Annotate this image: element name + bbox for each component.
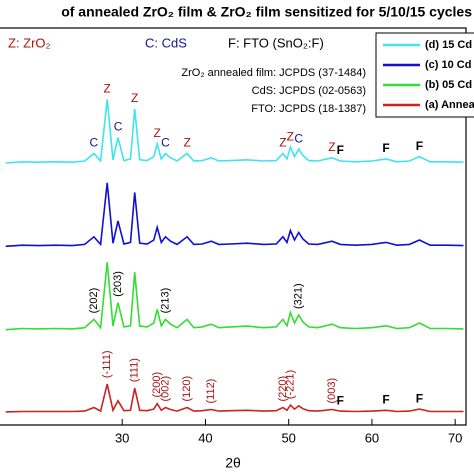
annotation: F: FTO (SnO₂:F) bbox=[228, 35, 324, 50]
annotation: Z: ZrO₂ bbox=[8, 35, 51, 50]
peak-label: F bbox=[337, 143, 344, 157]
peak-label: (321) bbox=[293, 283, 305, 309]
x-tick-label: 30 bbox=[115, 430, 129, 445]
x-tick-label: 50 bbox=[281, 430, 295, 445]
peak-label: Z bbox=[279, 136, 286, 150]
series-line bbox=[5, 182, 464, 248]
x-tick-label: 60 bbox=[365, 430, 379, 445]
legend-label: (a) Annea bbox=[425, 99, 474, 111]
annotation: C: CdS bbox=[145, 35, 187, 50]
peak-label: (-111) bbox=[101, 350, 113, 378]
peak-label: Z bbox=[153, 126, 160, 140]
peak-label: C bbox=[90, 136, 99, 150]
peak-label: (200) bbox=[151, 372, 163, 398]
legend-label: (d) 15 Cd bbox=[425, 39, 472, 51]
legend-label: (b) 05 Cd bbox=[425, 79, 472, 91]
peak-label: (-221) bbox=[284, 370, 296, 399]
x-tick-label: 40 bbox=[198, 430, 212, 445]
peak-label: C bbox=[161, 136, 170, 150]
chart-title: of annealed ZrO₂ film & ZrO₂ film sensit… bbox=[61, 4, 472, 20]
peak-label: Z bbox=[328, 140, 335, 154]
series-line bbox=[5, 262, 464, 331]
peak-label: (002) bbox=[159, 376, 171, 402]
peak-label: (112) bbox=[205, 379, 217, 404]
peak-label: Z bbox=[183, 136, 190, 150]
peak-label: Z bbox=[104, 82, 111, 96]
peak-label: F bbox=[382, 141, 389, 155]
peak-label: Z bbox=[287, 129, 294, 143]
peak-label: F bbox=[416, 139, 423, 153]
peak-label: C bbox=[114, 120, 123, 134]
annotation: FTO: JCPDS (18-1387) bbox=[251, 103, 366, 115]
peak-label: (111) bbox=[129, 358, 141, 382]
peak-label: (120) bbox=[181, 376, 193, 402]
peak-label: F bbox=[382, 392, 389, 406]
plot-frame bbox=[0, 27, 467, 426]
legend-label: (c) 10 Cd bbox=[425, 59, 471, 71]
annotation: ZrO₂ annealed film: JCPDS (37-1484) bbox=[181, 67, 366, 79]
peak-label: F bbox=[337, 393, 344, 407]
x-tick-label: 70 bbox=[448, 430, 462, 445]
series-line bbox=[5, 383, 464, 413]
peak-label: (202) bbox=[88, 288, 100, 314]
peak-label: (003) bbox=[326, 378, 338, 404]
peak-label: C bbox=[294, 131, 303, 145]
peak-label: (203) bbox=[112, 271, 124, 297]
x-axis-label: 2θ bbox=[225, 455, 241, 471]
annotation: CdS: JCPDS (02-0563) bbox=[252, 85, 366, 97]
legend-box bbox=[375, 32, 474, 118]
peak-label: (213) bbox=[159, 288, 171, 314]
peak-label: (220) bbox=[277, 376, 289, 402]
series-line bbox=[5, 99, 464, 164]
peak-label: F bbox=[416, 391, 423, 405]
peak-label: Z bbox=[131, 91, 138, 105]
